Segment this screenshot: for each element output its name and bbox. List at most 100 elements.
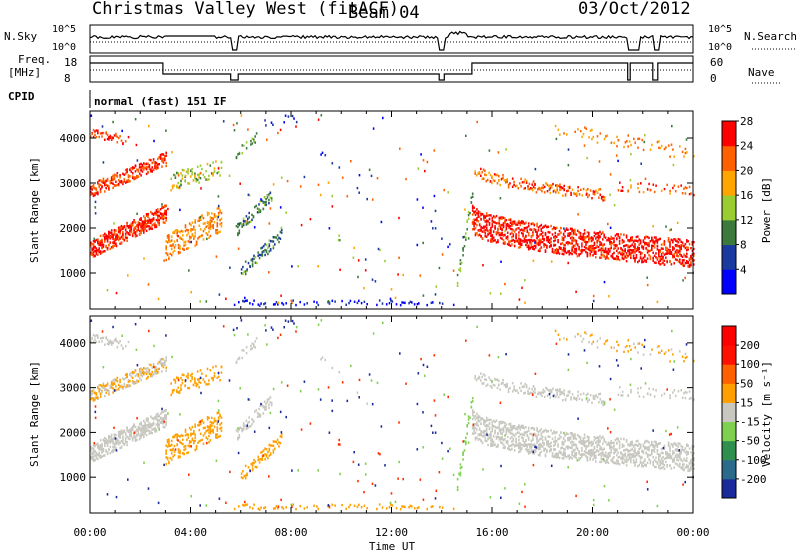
power-cell-1644 bbox=[555, 248, 558, 252]
power-cell-2302 bbox=[681, 244, 684, 247]
velocity-cell-1286 bbox=[490, 439, 492, 442]
power-cell-2765 bbox=[472, 219, 475, 222]
power-cell-996 bbox=[247, 261, 250, 265]
velocity-cell-1637 bbox=[554, 431, 557, 434]
power-cell-2450 bbox=[543, 185, 546, 189]
power-cell-810 bbox=[215, 228, 217, 232]
velocity-cell-1943 bbox=[611, 457, 614, 460]
power-cell-18 bbox=[92, 255, 95, 258]
velocity-cell-1038 bbox=[272, 440, 275, 443]
power-cell-1493 bbox=[526, 239, 529, 242]
velocity-cell-904 bbox=[212, 366, 214, 369]
power-cell-663 bbox=[169, 244, 172, 247]
velocity-cell-1964 bbox=[616, 448, 618, 451]
power-cell-2089 bbox=[639, 251, 642, 254]
velocity-cell-977 bbox=[268, 397, 270, 401]
power-cell-1792 bbox=[585, 241, 587, 244]
power-cell-2420 bbox=[523, 187, 525, 190]
power-cell-1270 bbox=[485, 219, 488, 222]
power-cell-827 bbox=[219, 209, 221, 212]
power-cell-1869 bbox=[597, 237, 600, 240]
power-cell-2353 bbox=[691, 253, 694, 256]
velocity-cell-712 bbox=[184, 448, 187, 451]
power-cell-281 bbox=[145, 219, 148, 223]
power-cell-1022 bbox=[264, 243, 266, 246]
power-cell-555 bbox=[151, 170, 153, 173]
power-cell-2537 bbox=[584, 126, 586, 129]
power-cell-2221 bbox=[666, 260, 668, 263]
power-cell-1738 bbox=[574, 232, 576, 235]
velocity-cell-973 bbox=[265, 405, 267, 408]
velocity-cell-639 bbox=[120, 344, 123, 347]
power-cell-2371 bbox=[482, 177, 485, 180]
power-cell-106 bbox=[109, 231, 112, 234]
velocity-cell-582 bbox=[159, 358, 162, 361]
velocity-cell-1562 bbox=[539, 447, 541, 450]
velocity-cell-1107 bbox=[274, 507, 276, 510]
power-cell-598 bbox=[165, 164, 167, 168]
power-cell-346 bbox=[158, 219, 160, 222]
power-cell-2734 bbox=[521, 286, 523, 289]
velocity-cell-1083 bbox=[338, 371, 341, 374]
velocity-cell-1352 bbox=[501, 433, 503, 436]
power-cell-652 bbox=[166, 236, 169, 240]
velocity-cell-1859 bbox=[596, 448, 598, 452]
power-cell-2384 bbox=[492, 179, 495, 182]
power-cell-385 bbox=[90, 193, 92, 196]
power-cell-1557 bbox=[539, 238, 541, 241]
power-cell-2711 bbox=[434, 293, 437, 296]
power-cell-408 bbox=[98, 185, 100, 188]
velocity-cell-115 bbox=[112, 440, 114, 443]
power-cell-193 bbox=[127, 226, 130, 229]
power-cell-596 bbox=[164, 158, 166, 162]
velocity-cell-485 bbox=[127, 379, 130, 382]
power-cell-1040 bbox=[272, 244, 275, 248]
colorbar-tick-label-2: 12 bbox=[740, 214, 753, 227]
velocity-cell-1066 bbox=[253, 343, 255, 346]
velocity-cell-1731 bbox=[572, 436, 575, 439]
power-cell-1547 bbox=[536, 233, 538, 236]
power-cell-1214 bbox=[476, 217, 478, 220]
power-cell-1224 bbox=[477, 212, 480, 215]
velocity-cell-205 bbox=[130, 430, 133, 433]
power-cell-1144 bbox=[401, 301, 403, 304]
power-cell-768 bbox=[202, 217, 205, 220]
velocity-cell-913 bbox=[219, 379, 221, 382]
velocity-cell-1865 bbox=[597, 436, 600, 439]
power-cell-1759 bbox=[578, 245, 580, 249]
power-cell-403 bbox=[97, 181, 99, 184]
velocity-cell-354 bbox=[161, 419, 163, 422]
velocity-cell-1156 bbox=[439, 505, 441, 509]
power-cell-2784 bbox=[389, 297, 392, 300]
power-cell-1328 bbox=[497, 227, 499, 231]
velocity-cell-1677 bbox=[562, 452, 565, 456]
power-cell-1711 bbox=[569, 236, 572, 240]
power-cell-2483 bbox=[566, 189, 568, 193]
velocity-cell-379 bbox=[165, 414, 167, 417]
velocity-cell-1558 bbox=[539, 454, 541, 457]
power-cell-2304 bbox=[683, 253, 685, 256]
velocity-cell-1000 bbox=[251, 462, 254, 465]
power-cell-1229 bbox=[478, 229, 481, 233]
velocity-cell-629 bbox=[110, 342, 113, 345]
power-cell-2630 bbox=[449, 243, 451, 246]
power-cell-2758 bbox=[121, 129, 123, 133]
power-cell-2527 bbox=[554, 124, 557, 128]
power-cell-1745 bbox=[575, 249, 578, 252]
power-cell-1819 bbox=[589, 237, 591, 240]
velocity-cell-790 bbox=[209, 432, 212, 435]
power-cell-2151 bbox=[652, 259, 654, 262]
velocity-cell-901 bbox=[210, 376, 213, 380]
velocity-cell-1360 bbox=[502, 439, 505, 442]
power-cell-1656 bbox=[558, 233, 561, 236]
power-cell-2592 bbox=[620, 189, 622, 192]
power-cell-1713 bbox=[569, 232, 572, 235]
velocity-cell-1428 bbox=[515, 432, 517, 436]
velocity-cell-617 bbox=[102, 336, 105, 340]
power-cell-91 bbox=[106, 247, 109, 250]
velocity-cell-842 bbox=[176, 390, 178, 393]
velocity-cell-1490 bbox=[526, 430, 529, 433]
power-cell-1480 bbox=[523, 238, 526, 241]
velocity-cell-1560 bbox=[539, 444, 541, 447]
velocity-cell-57 bbox=[99, 446, 102, 449]
